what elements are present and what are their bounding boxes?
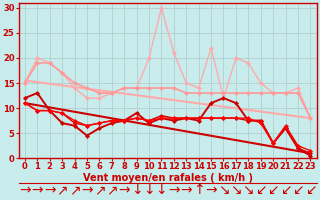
X-axis label: Vent moyen/en rafales ( km/h ): Vent moyen/en rafales ( km/h ) xyxy=(83,173,252,183)
